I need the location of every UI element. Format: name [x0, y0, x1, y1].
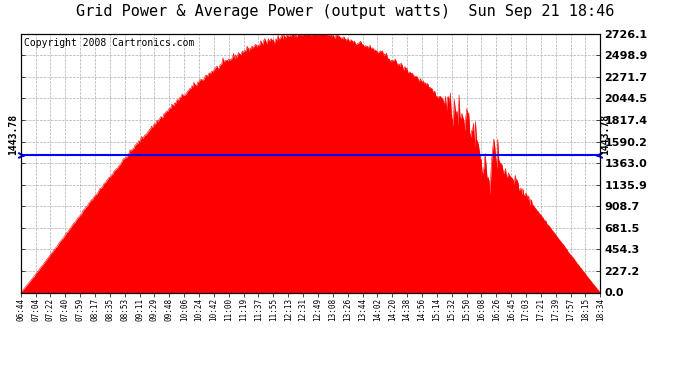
Text: Copyright 2008 Cartronics.com: Copyright 2008 Cartronics.com	[23, 38, 194, 48]
Text: Grid Power & Average Power (output watts)  Sun Sep 21 18:46: Grid Power & Average Power (output watts…	[76, 4, 614, 19]
Text: 1443.78: 1443.78	[8, 114, 18, 156]
Text: 1443.78: 1443.78	[600, 114, 610, 156]
